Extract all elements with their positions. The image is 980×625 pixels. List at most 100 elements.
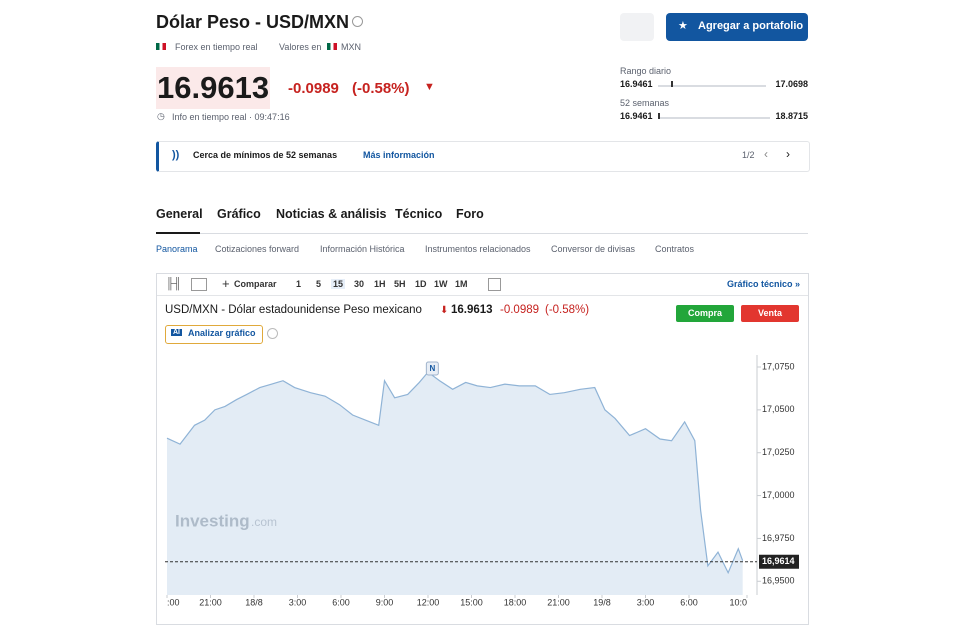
star-icon: ★ [678,20,688,32]
prev[interactable]: ‹ [764,147,768,161]
subtab[interactable]: Instrumentos relacionados [425,244,531,254]
x-tick-label: 10:0 [729,597,747,607]
tab-underline [156,232,200,234]
range-pin [658,113,660,119]
range-low: 16.9461 [620,79,653,89]
add-portfolio-label[interactable]: Agregar a portafolio [698,20,804,32]
range-high: 17.0698 [775,79,808,89]
tab[interactable]: General [156,207,203,221]
x-tick-label: 3:00 [289,597,307,607]
subtab[interactable]: Panorama [156,244,198,254]
candles-icon[interactable]: ╟╢ [166,278,182,290]
x-tick-label: 18:00 [504,597,527,607]
x-tick-label: 6:00 [332,597,350,607]
info-icon[interactable] [267,328,278,339]
interval[interactable]: 1H [374,279,386,289]
y-tick-label: 17,0250 [762,447,795,457]
analyze-label[interactable]: Analizar gráfico [188,328,256,338]
toolbar-divider [157,295,808,296]
flag [327,43,337,50]
y-tick-label: 16,9500 [762,576,795,586]
market[interactable]: Forex en tiempo real [175,42,258,52]
alert-text: Cerca de mínimos de 52 semanas [193,150,338,160]
range-label: 52 semanas [620,98,670,108]
x-tick-label: 21:00 [547,597,570,607]
down-arrow: ▼ [424,81,435,93]
currency[interactable]: MXN [341,42,361,52]
event-marker [425,361,439,376]
price: 16.9613 [157,70,270,105]
technical-chart-link[interactable]: Gráfico técnico » [727,279,801,289]
last-price-box [759,554,799,569]
range-low: 16.9461 [620,111,653,121]
range-label: Rango diario [620,66,672,76]
interval[interactable]: 1 [296,279,302,289]
interval[interactable]: 5H [394,279,406,289]
range-bar [658,85,766,87]
watermark-suffix: .com [251,515,277,529]
subtab[interactable]: Conversor de divisas [551,244,636,254]
subtab[interactable]: Contratos [655,244,695,254]
flag [156,43,166,50]
x-tick-label: 3:00 [637,597,655,607]
area-fill [167,372,743,595]
x-tick-label: 21:00 [199,597,222,607]
tab[interactable]: Foro [456,207,484,221]
chart-type-icon[interactable] [191,278,207,291]
x-tick-label: 6:00 [680,597,698,607]
tab-divider [156,233,808,234]
ai-badge: AI [171,329,182,336]
y-tick-label: 17,0500 [762,404,795,414]
alert-link[interactable]: Más información [363,150,435,160]
y-tick-label: 17,0000 [762,490,795,500]
interval[interactable]: 1W [434,279,448,289]
subtab[interactable]: Cotizaciones forward [215,244,300,254]
y-tick-label: 16,9750 [762,533,795,543]
tab[interactable]: Noticias & análisis [276,207,387,221]
title: Dólar Peso - USD/MXN [156,12,350,32]
interval[interactable]: 30 [354,279,365,289]
next[interactable]: › [786,147,790,161]
interval[interactable]: 1D [415,279,427,289]
line [166,371,744,575]
buy-button[interactable]: Compra [676,305,734,322]
x-tick-label: :00 [167,597,180,607]
pager: 1/2 [742,150,755,160]
x-tick-label: 9:00 [376,597,394,607]
price-highlight [156,67,270,109]
range-bar [658,117,770,119]
add-portfolio-button[interactable] [666,13,808,41]
currency-label: Valores en [279,42,322,52]
compare[interactable]: Comparar [234,279,277,289]
analyze-button[interactable] [165,325,263,344]
x-tick-label: 18/8 [245,597,263,607]
panel-change: -0.0989 [500,304,540,316]
interval[interactable]: 15 [331,279,346,289]
tab[interactable]: Técnico [395,207,443,221]
x-tick-label: 12:00 [417,597,440,607]
change: -0.0989 [288,80,339,97]
tab[interactable]: Gráfico [217,207,261,221]
range-pin [671,81,673,87]
watermark: Investing [175,511,250,530]
range-high: 18.8715 [775,111,808,121]
signal-icon: )) [172,149,180,161]
down-arrow: ⬇ [440,305,449,316]
last-price-label: 16,9614 [762,556,795,566]
layout-icon[interactable] [488,278,501,291]
info-icon[interactable] [352,16,363,27]
panel-price: 16.9613 [451,304,493,316]
interval[interactable]: 5 [316,279,322,289]
y-tick-label: 17,0750 [762,361,795,371]
alert-button[interactable] [620,13,654,41]
instrument: USD/MXN - Dólar estadounidense Peso mexi… [165,304,422,316]
panel-change-pct: (-0.58%) [545,304,590,316]
x-tick-label: 19/8 [593,597,611,607]
alert-box [156,141,810,172]
plus-icon[interactable]: + [222,276,230,291]
sell-button[interactable]: Venta [741,305,799,322]
clock-icon: ◷ [157,111,165,121]
subtab[interactable]: Información Histórica [320,244,405,254]
interval[interactable]: 1M [455,279,468,289]
